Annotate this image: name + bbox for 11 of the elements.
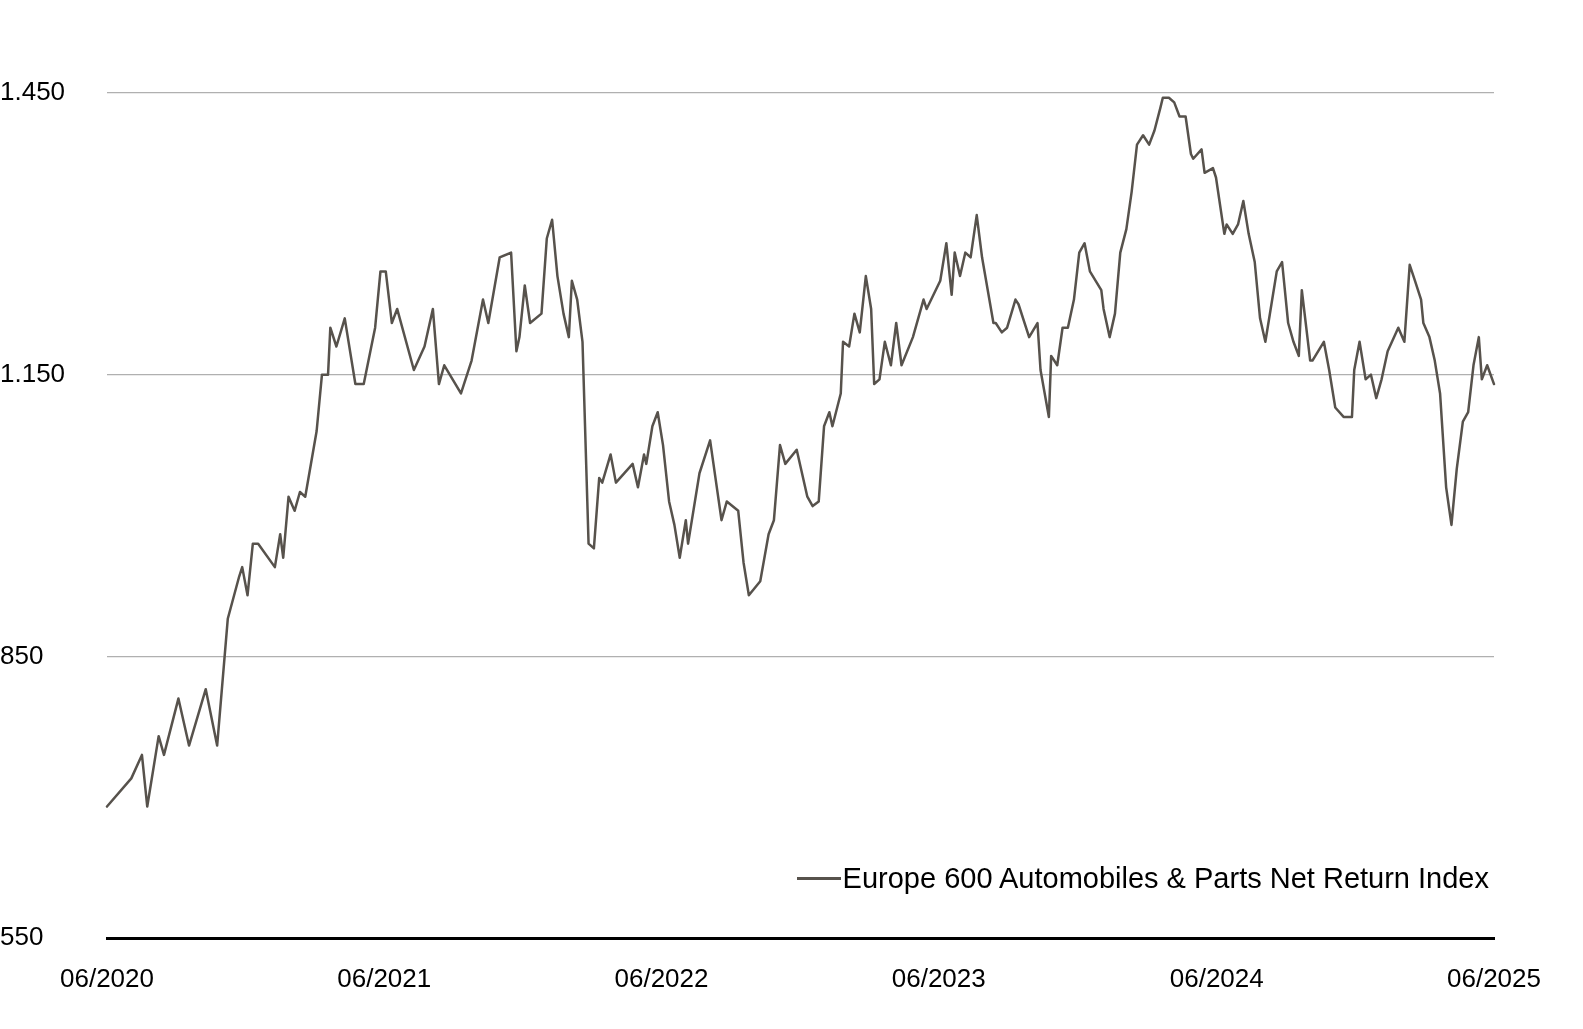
x-tick-label: 06/2023 <box>891 962 986 993</box>
y-tick-label: 550 <box>0 921 44 952</box>
y-tick-label: 1.450 <box>0 76 66 107</box>
legend-label: Europe 600 Automobiles & Parts Net Return Index <box>842 861 1489 896</box>
y-tick-label: 850 <box>0 639 44 670</box>
x-tick-label: 06/2021 <box>337 962 432 993</box>
x-tick-label: 06/2024 <box>1169 962 1264 993</box>
y-tick-label: 1.150 <box>0 357 66 388</box>
x-tick-label: 06/2025 <box>1447 962 1541 993</box>
x-tick-label: 06/2020 <box>60 962 154 993</box>
x-tick-label: 06/2022 <box>614 962 709 993</box>
